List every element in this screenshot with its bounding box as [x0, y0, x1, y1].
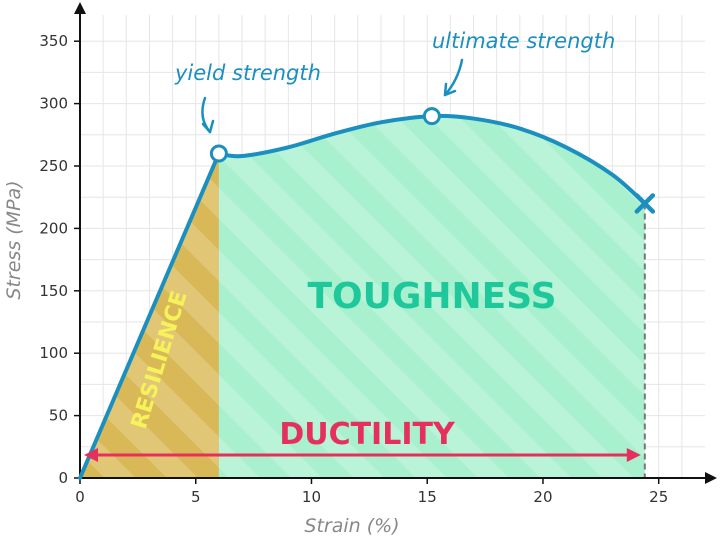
ductility-label: DUCTILITY [279, 417, 456, 452]
x-tick-label: 20 [533, 488, 552, 506]
x-tick-label: 25 [649, 488, 668, 506]
ductility-arrowhead-right [626, 448, 641, 462]
ultimate-point-marker [422, 107, 441, 126]
ultimate-strength-label: ultimate strength [432, 29, 615, 53]
y-tick-label: 0 [58, 469, 68, 487]
y-tick-label: 350 [39, 32, 68, 50]
toughness-label: TOUGHNESS [307, 276, 556, 317]
y-tick-label: 150 [39, 282, 68, 300]
y-axis-arrowhead [74, 2, 86, 14]
ductility-arrowhead-left [84, 448, 98, 462]
y-tick-label: 50 [49, 407, 68, 425]
y-tick-label: 300 [39, 95, 68, 113]
curve-layer [78, 107, 656, 480]
x-axis-title: Strain (%) [304, 515, 399, 537]
yield-strength-label: yield strength [174, 61, 321, 85]
x-axis-arrowhead [705, 472, 717, 484]
x-tick-label: 10 [302, 488, 321, 506]
toughness-stripes [218, 115, 645, 479]
annotation-arrows [84, 58, 641, 462]
fracture-point-marker [634, 193, 656, 214]
y-tick-label: 200 [39, 219, 68, 237]
y-axis-title: Stress (MPa) [3, 180, 25, 299]
yield-point-marker [209, 144, 228, 163]
y-tick-label: 250 [39, 157, 68, 175]
x-tick-label: 15 [418, 488, 437, 506]
ultimate-pointer-arrowhead [443, 82, 457, 97]
elastic-segment [78, 151, 221, 480]
x-tick-label: 0 [75, 488, 85, 506]
x-tick-label: 5 [191, 488, 201, 506]
ultimate-pointer-arrow [443, 58, 464, 97]
y-tick-label: 100 [39, 344, 68, 362]
yield-pointer-arrowhead [201, 119, 215, 134]
